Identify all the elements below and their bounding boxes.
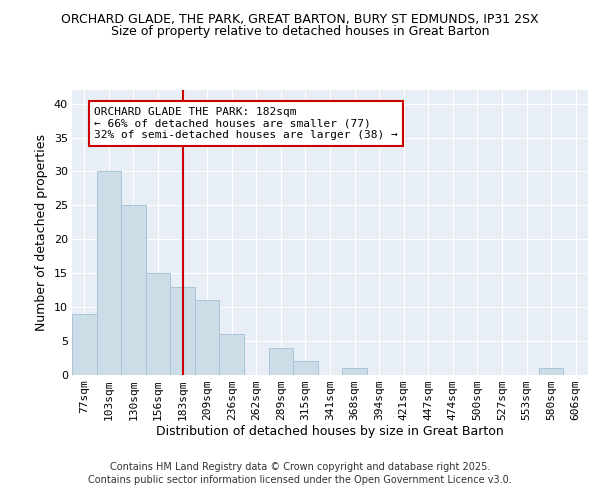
Text: Contains public sector information licensed under the Open Government Licence v3: Contains public sector information licen… bbox=[88, 475, 512, 485]
Bar bbox=[121, 206, 146, 375]
Bar bbox=[220, 334, 244, 375]
Bar bbox=[146, 273, 170, 375]
Bar bbox=[539, 368, 563, 375]
Bar bbox=[342, 368, 367, 375]
Bar bbox=[97, 172, 121, 375]
Text: Size of property relative to detached houses in Great Barton: Size of property relative to detached ho… bbox=[111, 25, 489, 38]
Text: ORCHARD GLADE, THE PARK, GREAT BARTON, BURY ST EDMUNDS, IP31 2SX: ORCHARD GLADE, THE PARK, GREAT BARTON, B… bbox=[61, 12, 539, 26]
Bar bbox=[195, 300, 220, 375]
Bar bbox=[170, 287, 195, 375]
Bar bbox=[269, 348, 293, 375]
Y-axis label: Number of detached properties: Number of detached properties bbox=[35, 134, 48, 331]
Text: ORCHARD GLADE THE PARK: 182sqm
← 66% of detached houses are smaller (77)
32% of : ORCHARD GLADE THE PARK: 182sqm ← 66% of … bbox=[94, 107, 398, 140]
Text: Contains HM Land Registry data © Crown copyright and database right 2025.: Contains HM Land Registry data © Crown c… bbox=[110, 462, 490, 472]
Bar bbox=[72, 314, 97, 375]
Bar bbox=[293, 362, 318, 375]
X-axis label: Distribution of detached houses by size in Great Barton: Distribution of detached houses by size … bbox=[156, 425, 504, 438]
